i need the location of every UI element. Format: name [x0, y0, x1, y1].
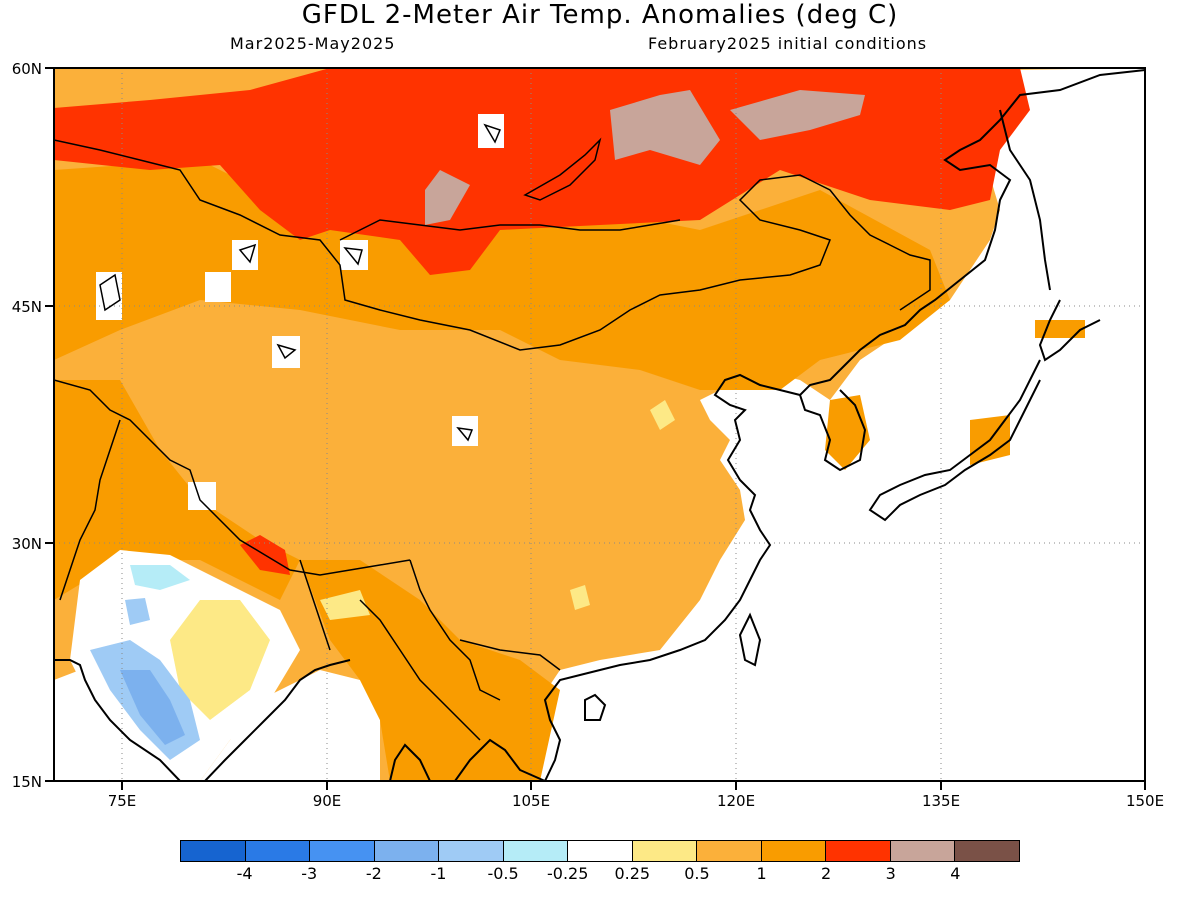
country-borders	[54, 139, 931, 741]
graticule	[54, 68, 1145, 781]
lake-outlines	[99, 123, 602, 442]
gap-qinghai	[452, 416, 478, 446]
gap-lake-2	[272, 336, 300, 368]
bay-of-bengal	[200, 670, 380, 781]
map-title: GFDL 2-Meter Air Temp. Anomalies (deg C)	[301, 0, 899, 30]
lat-tick-label: 60N	[12, 60, 42, 78]
legend-swatch	[697, 841, 762, 861]
legend-swatch	[826, 841, 891, 861]
lat-labels: 60N 45N 30N 15N	[12, 60, 42, 791]
lon-tick-label: 90E	[313, 792, 342, 810]
legend-swatch	[245, 841, 311, 861]
india-yellow-zone	[170, 600, 270, 720]
legend-swatch	[374, 841, 440, 861]
india-cool-patch-2	[125, 598, 150, 625]
mauve-patch-1	[610, 90, 720, 165]
forecast-period: Mar2025-May2025	[230, 34, 396, 53]
legend-tick-label: -0.25	[546, 864, 589, 883]
map-frame	[53, 67, 1146, 782]
axis-ticks	[45, 67, 1146, 790]
gap-caspian	[96, 272, 122, 320]
legend-tick-label: -0.5	[487, 864, 519, 883]
legend-tick-label: 0.5	[684, 864, 710, 883]
lat-tick-label: 45N	[12, 298, 42, 316]
color-legend	[180, 840, 1020, 862]
lon-tick-label: 120E	[717, 792, 755, 810]
mauve-patch-2	[730, 90, 865, 140]
legend-swatch	[632, 841, 698, 861]
legend-swatch	[568, 841, 633, 861]
initial-conditions: February2025 initial conditions	[648, 34, 928, 53]
legend-swatch	[890, 841, 956, 861]
gap-tibet-lake	[188, 482, 216, 510]
anomaly-map: 75E 90E 105E 120E 135E 150E 60N 45N 30N …	[12, 60, 1164, 810]
lat-tick-label: 30N	[12, 535, 42, 553]
india-cold-core	[120, 670, 185, 745]
lon-labels: 75E 90E 105E 120E 135E 150E	[108, 792, 1164, 810]
legend-tick-label: 2	[821, 864, 832, 883]
hokkaido-orange	[1035, 320, 1085, 338]
legend-tick-label: -1	[430, 864, 447, 883]
lat-tick-label: 15N	[12, 773, 42, 791]
india-cool-patch	[130, 565, 190, 590]
mauve-patch-3	[425, 170, 470, 225]
legend-tick-label: -2	[365, 864, 382, 883]
legend-swatch	[439, 841, 504, 861]
legend-swatch	[503, 841, 569, 861]
coastlines	[54, 69, 1145, 781]
yellow-patch-2	[570, 585, 590, 610]
yellow-patch-1	[650, 400, 675, 430]
lon-tick-label: 105E	[512, 792, 550, 810]
legend-tick-label: 1	[756, 864, 767, 883]
legend-swatch	[310, 841, 375, 861]
lon-tick-label: 75E	[108, 792, 137, 810]
legend-tick-label: -4	[236, 864, 253, 883]
legend-tick-label: -3	[301, 864, 318, 883]
legend-tick-label: 3	[885, 864, 896, 883]
lon-tick-label: 135E	[922, 792, 960, 810]
legend-swatch	[955, 841, 1019, 861]
lon-tick-label: 150E	[1126, 792, 1164, 810]
yellow-patch-3	[320, 590, 370, 620]
legend-swatch	[181, 841, 246, 861]
legend-swatch	[761, 841, 827, 861]
gap-lake-1	[340, 240, 368, 270]
gap-aral	[205, 272, 231, 302]
legend-tick-label: 4	[950, 864, 961, 883]
legend-tick-label: 0.25	[614, 864, 651, 883]
